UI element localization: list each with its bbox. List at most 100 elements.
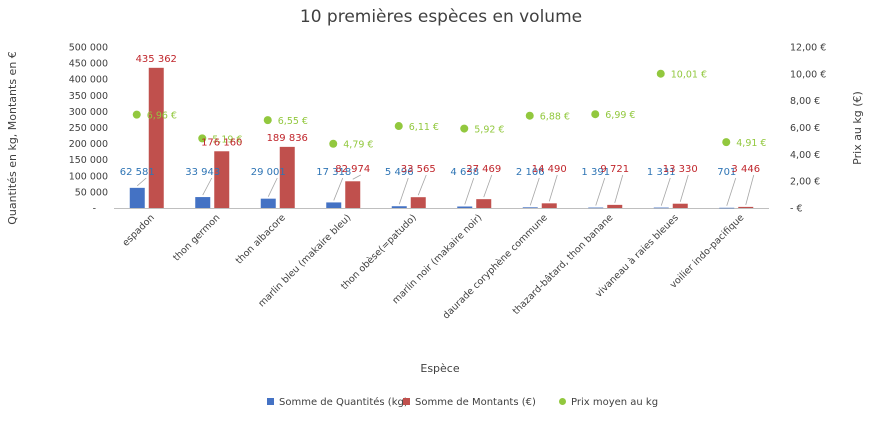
legend: Somme de Quantités (kg) Somme de Montants… xyxy=(267,396,658,408)
legend-swatch xyxy=(403,398,410,405)
montant-label: 189 836 xyxy=(267,133,308,144)
left-tick-label: 150 000 xyxy=(69,155,108,166)
price-point xyxy=(132,110,141,119)
leader-line xyxy=(614,174,624,203)
leader-line xyxy=(202,177,213,196)
price-label: 6,55 € xyxy=(278,116,308,127)
montant-label: 27 469 xyxy=(466,164,501,175)
left-tick-label: 200 000 xyxy=(69,139,108,150)
price-label: 6,88 € xyxy=(540,112,570,123)
montant-label: 3 446 xyxy=(731,164,760,175)
right-tick-label: 2,00 € xyxy=(790,177,820,188)
leader-line xyxy=(267,177,278,197)
price-point xyxy=(656,69,665,78)
bar-montant xyxy=(476,199,492,208)
quantite-label: 1 331 xyxy=(647,167,676,178)
bar-montant xyxy=(738,206,754,208)
price-label: 10,01 € xyxy=(671,70,707,81)
bar-montant xyxy=(148,67,164,208)
bar-quantite xyxy=(129,187,145,208)
left-tick-label: 500 000 xyxy=(69,43,108,54)
quantite-label: 17 318 xyxy=(316,167,351,178)
right-tick-label: 6,00 € xyxy=(790,123,820,134)
left-tick-label: 100 000 xyxy=(69,171,108,182)
right-tick-label: 4,00 € xyxy=(790,150,820,161)
quantite-label: 2 106 xyxy=(516,167,545,178)
bar-quantite xyxy=(195,197,211,208)
right-tick-labels: 12,00 € 10,00 € 8,00 € 6,00 € 4,00 € 2,00 € - … xyxy=(790,43,826,215)
right-tick-label: 8,00 € xyxy=(790,96,820,107)
price-points xyxy=(132,69,731,148)
price-point xyxy=(198,134,207,143)
leader-line xyxy=(745,174,755,205)
legend-label: Prix moyen au kg xyxy=(571,397,658,408)
bar-quantite xyxy=(326,202,342,208)
price-point xyxy=(525,111,534,120)
legend-swatch xyxy=(267,398,274,405)
price-label: 4,79 € xyxy=(343,140,373,151)
leader-line xyxy=(333,177,344,201)
left-tick-label: - xyxy=(93,204,96,215)
price-label: 4,91 € xyxy=(736,138,766,149)
price-label: 6,99 € xyxy=(605,110,635,121)
left-tick-label: 50 000 xyxy=(75,187,108,198)
right-tick-label: 12,00 € xyxy=(790,43,826,54)
leader-line xyxy=(398,177,409,205)
price-point xyxy=(329,139,338,148)
price-point xyxy=(591,110,600,119)
x-axis-title: Espèce xyxy=(420,362,459,375)
left-tick-label: 350 000 xyxy=(69,91,108,102)
quantite-label: 701 xyxy=(717,167,736,178)
bar-montant xyxy=(541,203,557,208)
quantite-label: 33 943 xyxy=(185,167,220,178)
leader-line xyxy=(548,174,558,202)
montant-label: 176 160 xyxy=(201,137,242,148)
data-labels: 6,96 € 62 581 435 362 5,19 € 33 943 176 160 6,… xyxy=(120,54,767,178)
price-point xyxy=(460,124,469,133)
price-point xyxy=(722,138,731,147)
chart-title: 10 premières espèces en volume xyxy=(300,7,582,27)
category-label: thon albacore xyxy=(234,212,288,266)
bar-quantite xyxy=(260,198,276,208)
left-tick-label: 300 000 xyxy=(69,107,108,118)
category-label: espadon xyxy=(120,212,156,248)
right-tick-label: 10,00 € xyxy=(790,69,826,80)
category-label: daurade coryphène commune xyxy=(441,212,550,321)
bar-montant xyxy=(672,203,688,208)
bar-montant xyxy=(410,197,426,208)
quantite-label: 4 638 xyxy=(450,167,479,178)
quantite-label: 62 581 xyxy=(120,167,155,178)
y2-axis-title: Prix au kg (€) xyxy=(851,91,864,165)
legend-label: Somme de Quantités (kg) xyxy=(279,396,408,408)
leader-line xyxy=(595,177,606,206)
leader-line xyxy=(417,174,427,196)
category-label: thon germon xyxy=(171,212,222,263)
leader-line xyxy=(726,177,737,206)
leader-line xyxy=(464,177,475,205)
leader-line xyxy=(352,174,361,180)
bar-montant xyxy=(214,151,230,208)
legend-swatch xyxy=(559,398,566,405)
right-tick-label: - € xyxy=(790,204,803,215)
quantite-label: 1 391 xyxy=(581,167,610,178)
left-tick-label: 250 000 xyxy=(69,123,108,134)
bar-quantite xyxy=(457,206,473,208)
left-tick-label: 450 000 xyxy=(69,59,108,70)
bar-quantite xyxy=(719,207,735,209)
montant-label: 9 721 xyxy=(600,164,629,175)
bar-montant xyxy=(279,146,295,208)
category-label: thon obèse(=patudo) xyxy=(339,212,419,292)
leader-line xyxy=(660,177,671,206)
leader-lines xyxy=(136,174,755,206)
bar-quantite xyxy=(588,207,604,209)
price-label: 5,92 € xyxy=(474,125,504,136)
montant-label: 33 565 xyxy=(401,164,436,175)
quantite-label: 29 001 xyxy=(251,167,286,178)
leader-line xyxy=(136,177,147,187)
montant-label: 435 362 xyxy=(136,54,177,65)
bar-quantite xyxy=(653,207,669,209)
bar-montant xyxy=(607,204,623,208)
left-tick-label: 400 000 xyxy=(69,75,108,86)
price-point xyxy=(263,116,272,125)
